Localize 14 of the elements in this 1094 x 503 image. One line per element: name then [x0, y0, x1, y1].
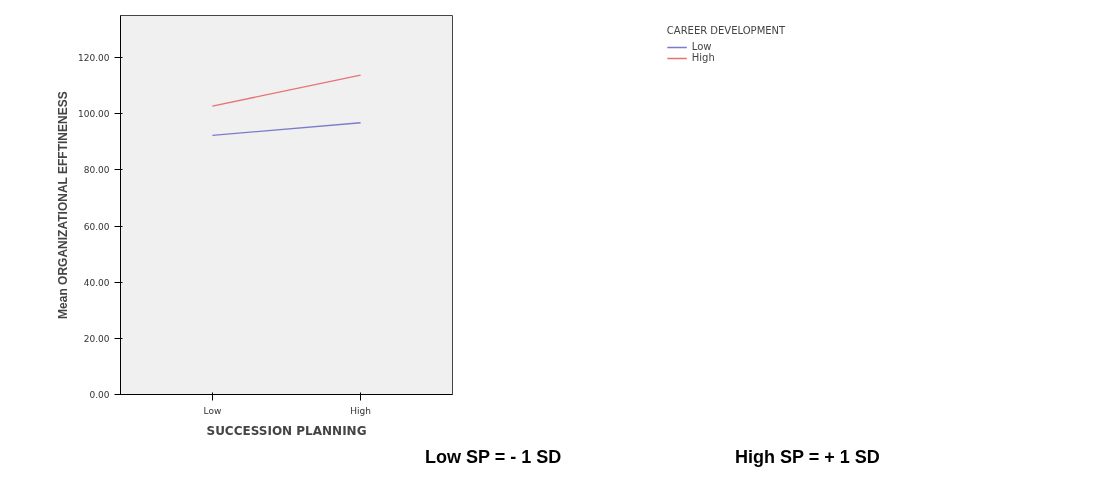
legend-title: CAREER DEVELOPMENT	[666, 25, 786, 36]
y-tick-label: 0.00	[89, 390, 110, 400]
text: Low SP = - 1 SD	[425, 446, 562, 469]
y-axis-title: Mean ORGANIZATIONAL EFFTINENESS	[56, 91, 71, 319]
y-tick-label: 20.00	[83, 333, 110, 344]
y-tick-label: 100.00	[78, 109, 110, 120]
y-tick-label: 80.00	[83, 165, 110, 176]
y-tick-label: 60.00	[83, 221, 110, 232]
x-axis-title: SUCCESSION PLANNING	[206, 423, 367, 438]
y-tick-label: 40.00	[83, 277, 110, 288]
legend-label: High	[691, 52, 715, 63]
legend-label: Low	[691, 41, 712, 52]
text: High SP = + 1 SD	[735, 446, 880, 469]
y-tick-label: 120.00	[78, 53, 110, 64]
